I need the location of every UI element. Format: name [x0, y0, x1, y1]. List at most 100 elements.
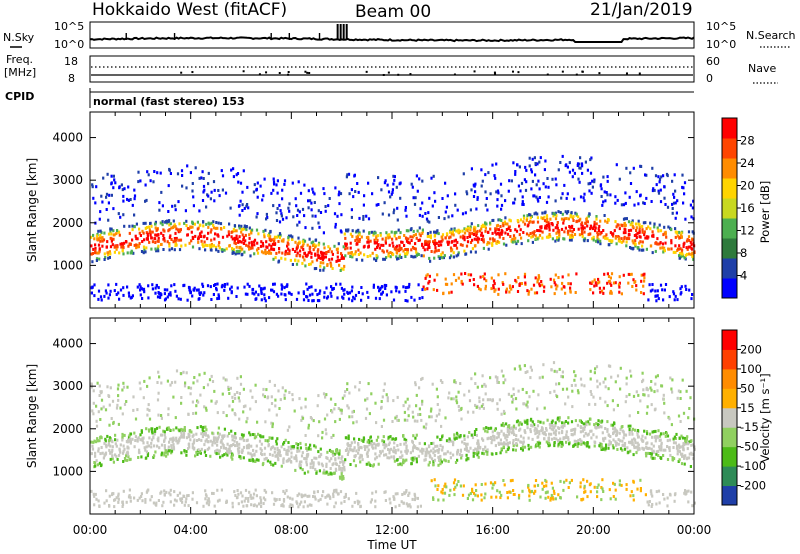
- data-cell: [678, 254, 681, 258]
- data-cell: [100, 436, 103, 440]
- data-cell: [290, 447, 293, 451]
- data-cell: [437, 498, 440, 502]
- data-cell: [531, 220, 534, 224]
- data-cell: [287, 236, 290, 240]
- data-cell: [664, 230, 667, 234]
- data-cell: [537, 274, 540, 278]
- data-cell: [413, 492, 416, 496]
- data-cell: [628, 440, 631, 444]
- data-cell: [344, 492, 347, 496]
- data-cell: [203, 371, 206, 375]
- data-cell: [397, 228, 400, 232]
- data-cell: [519, 434, 523, 438]
- data-cell: [349, 232, 352, 236]
- data-cell: [92, 401, 95, 405]
- data-cell: [91, 252, 94, 255]
- data-cell: [669, 453, 672, 457]
- data-cell: [344, 254, 347, 258]
- data-cell: [526, 370, 529, 374]
- data-cell: [302, 255, 305, 259]
- data-cell: [366, 240, 369, 244]
- data-cell: [648, 432, 652, 436]
- data-cell: [628, 195, 631, 199]
- data-cell: [497, 287, 500, 291]
- data-cell: [357, 239, 360, 243]
- data-cell: [428, 246, 431, 249]
- data-cell: [102, 456, 105, 460]
- data-cell: [194, 166, 197, 170]
- power-colorbar-label: Power [dB]: [758, 181, 772, 244]
- data-cell: [269, 460, 272, 464]
- data-cell: [363, 244, 366, 248]
- data-cell: [398, 255, 401, 259]
- data-cell: [160, 451, 164, 455]
- data-cell: [669, 376, 672, 380]
- data-cell: [479, 445, 482, 449]
- data-cell: [377, 435, 380, 439]
- data-cell: [424, 212, 427, 215]
- freq-label-bottom: [MHz]: [4, 66, 36, 79]
- data-cell: [585, 423, 588, 427]
- data-cell: [346, 229, 349, 233]
- data-cell: [278, 203, 281, 207]
- data-cell: [596, 490, 599, 494]
- data-cell: [374, 490, 378, 494]
- data-cell: [469, 232, 472, 236]
- data-cell: [148, 376, 151, 380]
- data-cell: [672, 446, 675, 449]
- data-cell: [489, 227, 492, 231]
- data-cell: [129, 198, 132, 201]
- data-cell: [321, 258, 324, 261]
- data-cell: [650, 380, 653, 383]
- data-cell: [514, 278, 517, 282]
- data-cell: [163, 489, 166, 493]
- data-cell: [671, 179, 674, 183]
- data-cell: [484, 492, 487, 496]
- data-cell: [126, 197, 129, 201]
- data-cell: [623, 222, 626, 226]
- data-cell: [543, 406, 546, 410]
- data-cell: [160, 453, 163, 457]
- data-cell: [241, 190, 244, 194]
- data-cell: [505, 228, 508, 231]
- data-cell: [350, 208, 353, 212]
- data-cell: [547, 195, 550, 199]
- data-cell: [198, 209, 201, 213]
- data-cell: [556, 284, 559, 288]
- data-cell: [688, 452, 691, 456]
- data-cell: [690, 243, 693, 247]
- data-cell: [461, 243, 464, 247]
- data-cell: [607, 387, 610, 391]
- data-cell: [659, 229, 663, 233]
- data-cell: [134, 417, 138, 421]
- data-cell: [180, 396, 183, 399]
- data-cell: [352, 295, 355, 299]
- data-cell: [296, 494, 299, 498]
- data-cell: [403, 492, 406, 496]
- data-cell: [163, 430, 166, 434]
- data-cell: [355, 420, 358, 424]
- data-cell: [418, 177, 421, 181]
- data-cell: [684, 217, 687, 221]
- data-cell: [330, 436, 333, 439]
- data-cell: [250, 454, 253, 458]
- data-cell: [635, 284, 638, 288]
- data-cell: [300, 406, 303, 410]
- freq-blip: [191, 71, 194, 74]
- data-cell: [120, 245, 123, 249]
- data-cell: [304, 434, 307, 437]
- data-cell: [191, 235, 194, 239]
- data-cell: [539, 225, 542, 229]
- data-cell: [470, 167, 473, 171]
- data-cell: [486, 452, 489, 456]
- data-cell: [565, 211, 569, 215]
- data-cell: [261, 241, 264, 245]
- data-cell: [674, 250, 677, 254]
- data-cell: [466, 410, 470, 414]
- data-cell: [593, 178, 596, 182]
- data-cell: [184, 500, 187, 504]
- data-cell: [234, 252, 237, 256]
- data-cell: [334, 467, 337, 471]
- data-cell: [326, 413, 329, 417]
- data-cell: [575, 212, 578, 216]
